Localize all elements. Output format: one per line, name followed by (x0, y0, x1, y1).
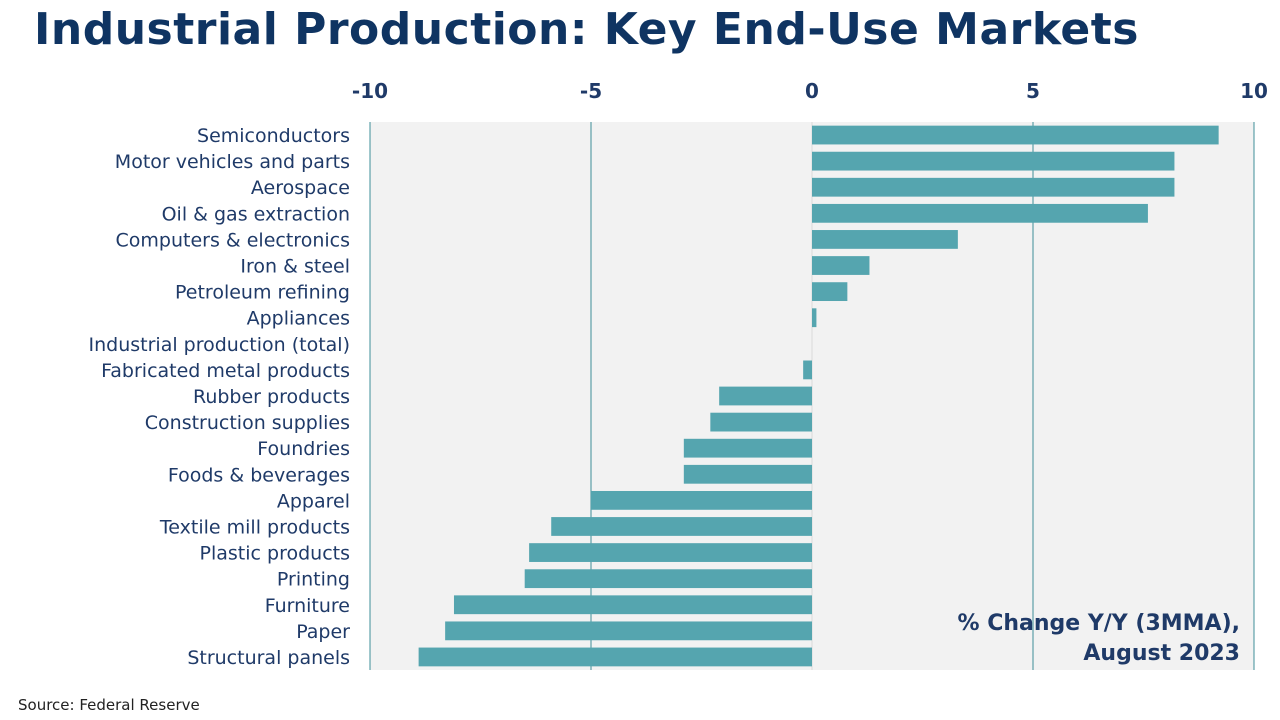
bar (551, 517, 812, 536)
category-label: Oil & gas extraction (162, 203, 350, 225)
category-label: Structural panels (187, 647, 350, 669)
x-tick-label: 5 (1026, 79, 1040, 103)
category-label: Computers & electronics (116, 229, 351, 251)
x-tick-label: 10 (1240, 79, 1268, 103)
x-tick-label: -5 (580, 79, 602, 103)
bar (719, 386, 812, 406)
bar (812, 282, 848, 302)
bar (803, 360, 812, 380)
x-tick-label: -10 (352, 79, 388, 103)
category-label: Foods & beverages (168, 464, 350, 486)
source-note: Source: Federal Reserve (18, 696, 200, 714)
bar (524, 569, 812, 589)
bar (812, 151, 1175, 171)
category-label: Appliances (247, 308, 350, 330)
category-label: Motor vehicles and parts (115, 151, 350, 173)
bar (418, 647, 812, 667)
category-label: Fabricated metal products (101, 360, 350, 382)
x-axis-tick-labels: -10 -5 0 5 10 (352, 79, 1268, 103)
annotation-line-1: % Change Y/Y (3MMA), (958, 611, 1241, 636)
category-label: Foundries (257, 438, 350, 460)
category-label: Textile mill products (159, 516, 350, 538)
bars (418, 125, 1219, 667)
bar (453, 595, 812, 615)
category-label: Iron & steel (240, 256, 350, 278)
bar (812, 203, 1148, 223)
category-label: Rubber products (193, 386, 350, 408)
category-label: Paper (296, 621, 350, 643)
x-tick-label: 0 (805, 79, 819, 103)
category-label: Printing (277, 569, 350, 591)
bar (812, 177, 1175, 197)
category-label: Apparel (277, 490, 350, 512)
category-label: Plastic products (200, 543, 350, 565)
bar (591, 490, 812, 510)
bar (812, 256, 870, 275)
bar (445, 621, 812, 641)
annotation-line-2: August 2023 (1083, 641, 1240, 666)
bar (812, 308, 817, 328)
category-label: Petroleum refining (175, 282, 350, 304)
category-label: Furniture (265, 595, 350, 617)
category-labels: Semiconductors Motor vehicles and parts Ae… (89, 125, 351, 669)
bar (812, 230, 958, 249)
chart-title: Industrial Production: Key End-Use Marke… (34, 4, 1139, 55)
bar (683, 464, 812, 484)
category-label: Industrial production (total) (89, 334, 350, 356)
category-label: Construction supplies (145, 412, 350, 434)
bar (683, 438, 812, 458)
bar (529, 543, 812, 562)
category-label: Aerospace (251, 177, 350, 199)
bar (710, 412, 812, 432)
bar (812, 125, 1219, 145)
category-label: Semiconductors (197, 125, 350, 147)
